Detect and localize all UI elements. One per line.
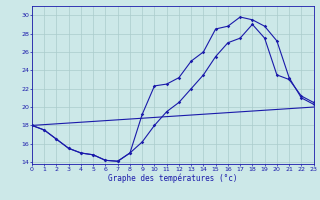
X-axis label: Graphe des températures (°c): Graphe des températures (°c) bbox=[108, 174, 237, 183]
